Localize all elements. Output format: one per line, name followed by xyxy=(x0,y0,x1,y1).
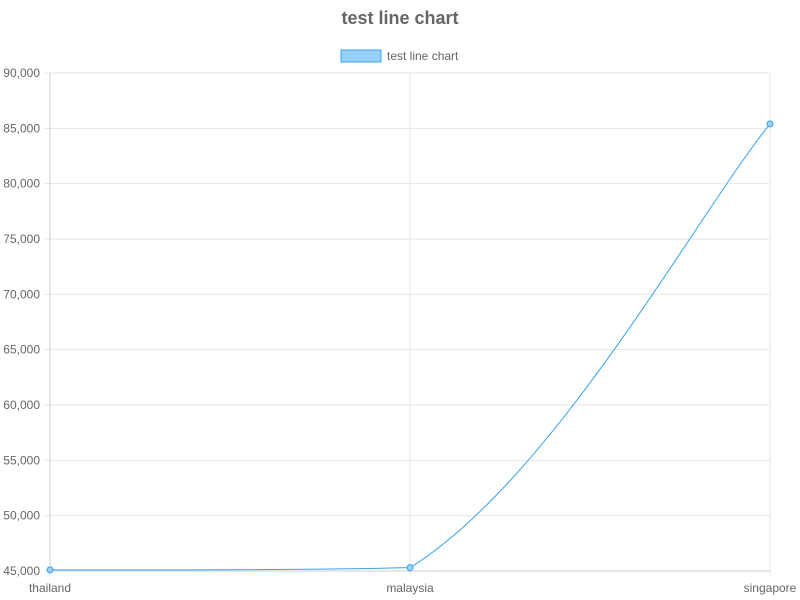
x-tick-label: thailand xyxy=(29,581,71,595)
x-tick-label: malaysia xyxy=(386,581,434,595)
y-tick-label: 50,000 xyxy=(3,509,40,523)
y-tick-label: 90,000 xyxy=(3,66,40,80)
data-point[interactable] xyxy=(46,566,54,574)
x-tick-label: singapore xyxy=(744,581,797,595)
series-line xyxy=(49,123,771,571)
legend-label[interactable]: test line chart xyxy=(387,49,459,63)
y-tick-label: 60,000 xyxy=(3,398,40,412)
x-axis-ticks: thailand malaysia singapore xyxy=(29,581,797,595)
series-layer xyxy=(46,120,774,574)
grid-lines xyxy=(44,72,771,577)
y-tick-label: 85,000 xyxy=(3,121,40,135)
data-point[interactable] xyxy=(766,120,774,128)
data-point[interactable] xyxy=(406,564,414,572)
y-tick-label: 55,000 xyxy=(3,453,40,467)
y-tick-label: 70,000 xyxy=(3,287,40,301)
y-tick-label: 65,000 xyxy=(3,343,40,357)
legend-swatch[interactable] xyxy=(340,49,382,63)
legend[interactable]: test line chart xyxy=(340,49,459,63)
y-tick-label: 75,000 xyxy=(3,232,40,246)
y-tick-label: 45,000 xyxy=(3,564,40,578)
chart-title: test line chart xyxy=(341,8,459,28)
y-tick-label: 80,000 xyxy=(3,177,40,191)
y-axis-ticks: 45,000 50,000 55,000 60,000 65,000 70,000 75,0… xyxy=(3,66,40,578)
